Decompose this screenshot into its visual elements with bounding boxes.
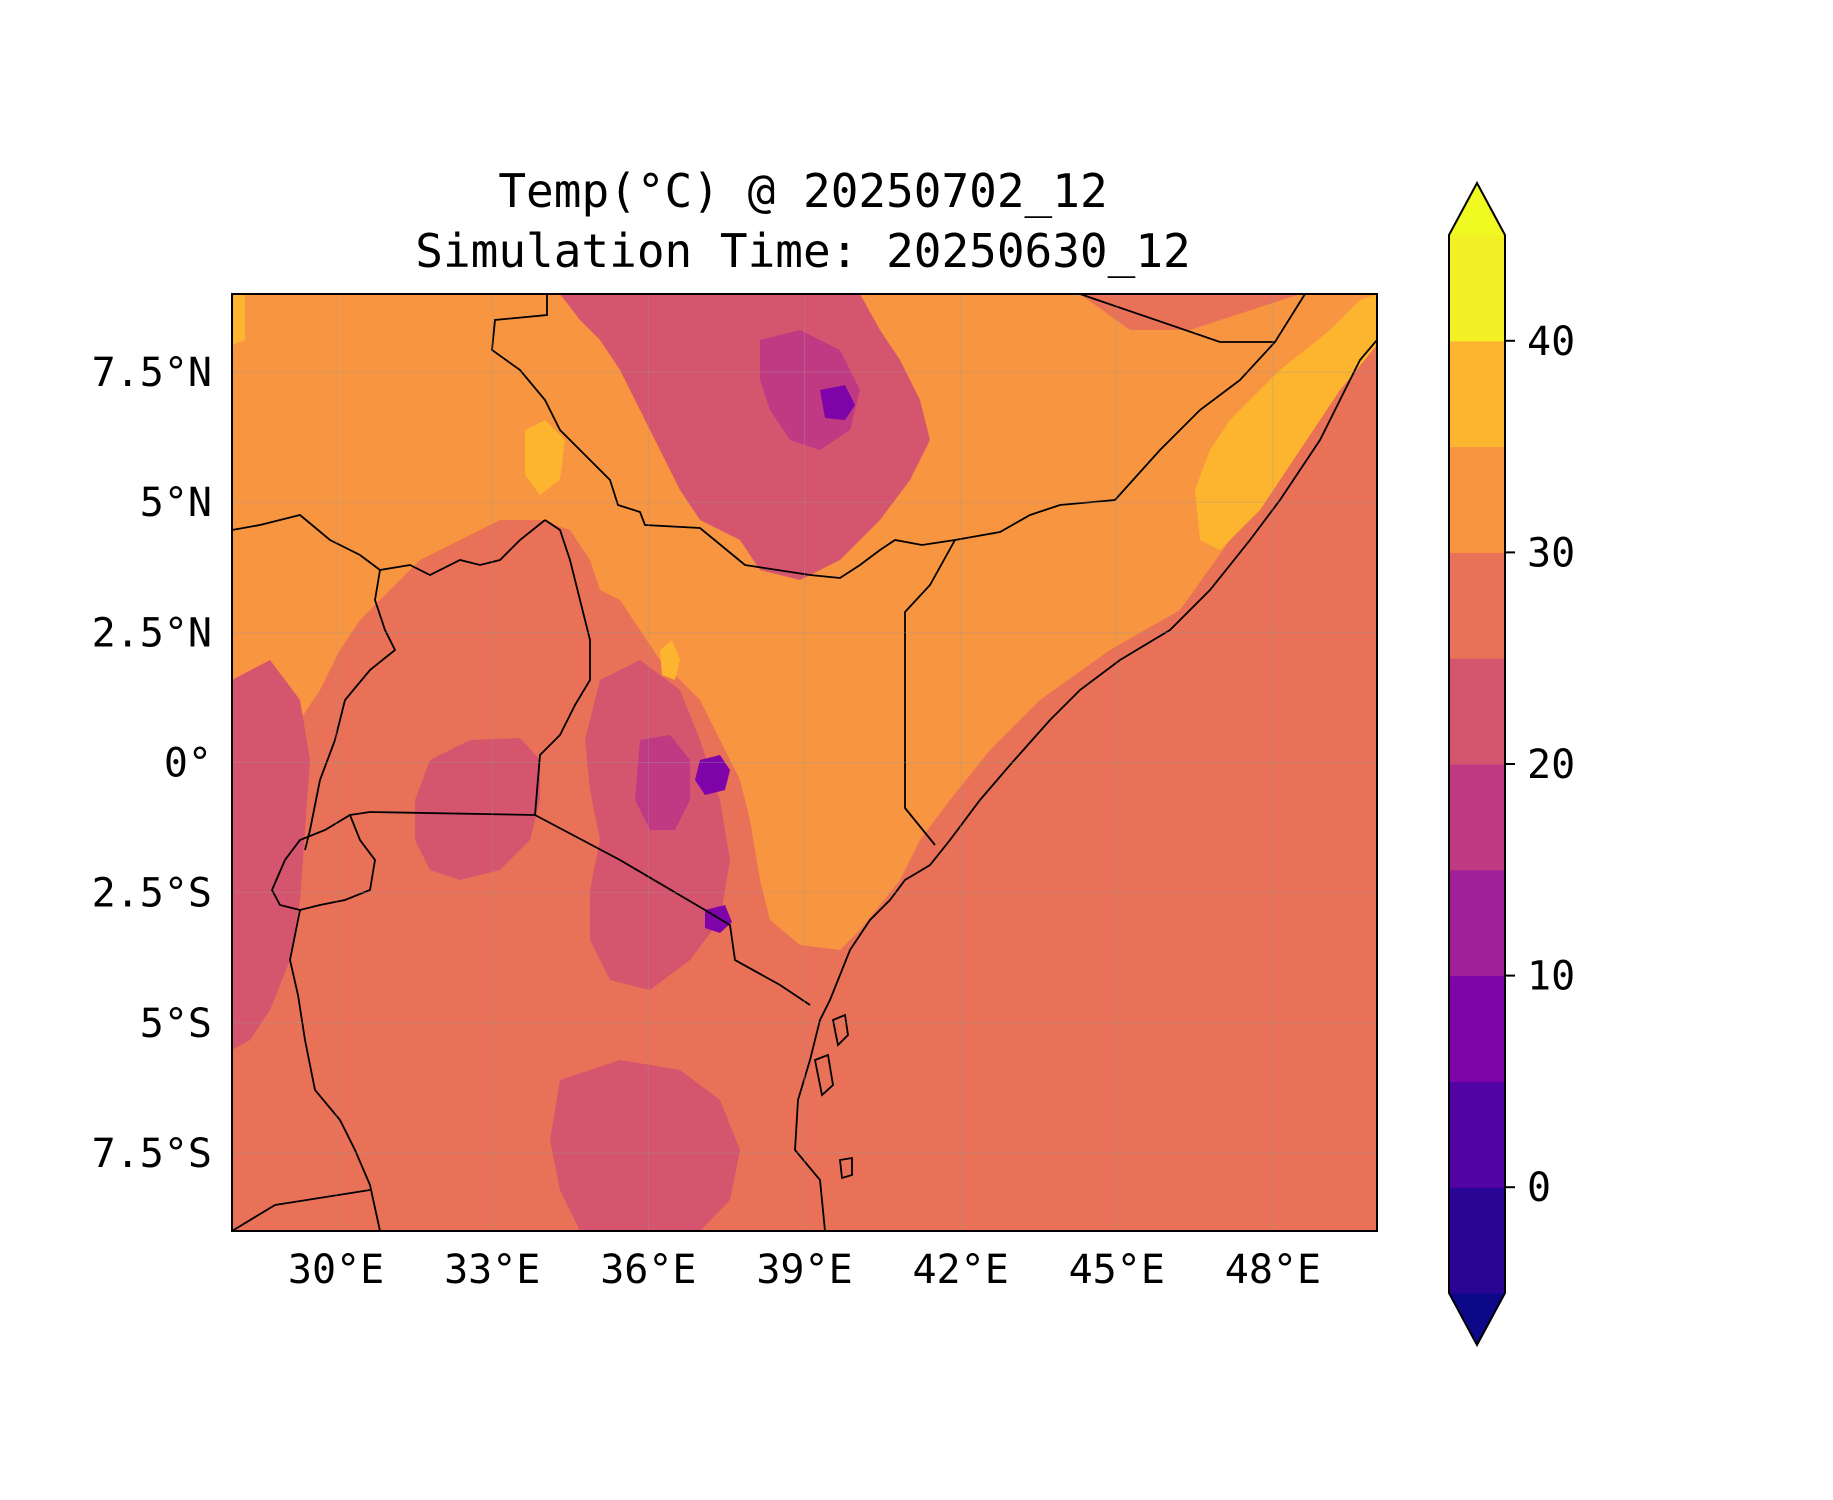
colorbar-segment (1449, 658, 1505, 765)
colorbar-segment (1449, 869, 1505, 977)
x-tick-label: 33°E (444, 1247, 540, 1293)
contour-10-15-mt-kenya (695, 755, 730, 795)
border-ethiopia-somalia (1114, 294, 1306, 501)
map-frame (231, 293, 1378, 1232)
contour-20-25-tanzania-south (550, 1060, 740, 1231)
border-drc-south (232, 1204, 276, 1231)
contour-20-25-lake-victoria (415, 738, 540, 880)
island-mafia (839, 1156, 853, 1180)
colorbar-segment (1449, 975, 1505, 1082)
country-borders (232, 294, 1377, 1231)
x-tick-label: 36°E (600, 1247, 696, 1293)
border-kenya-somalia (904, 539, 956, 846)
y-tick-label: 2.5°N (92, 610, 212, 656)
colorbar-tick-label: 10 (1527, 954, 1575, 1000)
y-tick-label: 0° (164, 741, 212, 787)
contour-20-25-rift-west (232, 660, 310, 1050)
colorbar-extend-max (1449, 183, 1505, 235)
island-pemba (831, 1013, 849, 1047)
contour-35-40-sudan (525, 420, 565, 495)
contour-35-40-kenya-north (660, 640, 680, 680)
y-tick-label: 5°N (140, 480, 212, 526)
y-axis-ticks: 7.5°N 5°N 2.5°N 0° 2.5°S 5°S 7.5°S (92, 350, 212, 1177)
border-uganda-kenya (534, 519, 591, 816)
colorbar-segment (1449, 340, 1505, 448)
x-tick-label: 39°E (756, 1247, 852, 1293)
x-axis-ticks: 30°E 33°E 36°E 39°E 42°E 45°E 48°E (288, 1247, 1321, 1293)
colorbar-tick-label: 0 (1527, 1165, 1551, 1211)
colorbar-segment (1449, 1081, 1505, 1188)
x-tick-label: 48°E (1225, 1247, 1321, 1293)
border-tanzania-north (349, 811, 811, 1006)
y-tick-label: 5°S (140, 1001, 212, 1047)
x-tick-label: 30°E (288, 1247, 384, 1293)
border-tanzania-west (289, 909, 381, 1231)
colorbar-tick-label: 40 (1527, 319, 1575, 365)
map-title-line-2: Simulation Time: 20250630_12 (415, 224, 1190, 278)
x-tick-label: 45°E (1069, 1247, 1165, 1293)
colorbar-segment (1449, 552, 1505, 659)
border-uganda-drc (304, 569, 397, 851)
border-ethiopia-north (1079, 294, 1275, 343)
map-gridlines (232, 294, 1377, 1231)
island-zanzibar (813, 1053, 834, 1097)
border-tanzania-southwest (274, 1189, 371, 1206)
x-tick-label: 42°E (912, 1247, 1008, 1293)
colorbar (1448, 180, 1506, 1348)
y-tick-label: 2.5°S (92, 871, 212, 917)
colorbar-extend-min (1449, 1293, 1505, 1345)
colorbar-segment (1449, 1187, 1505, 1294)
colorbar-tick-label: 30 (1527, 530, 1575, 576)
contour-15-20-kenya (635, 735, 690, 830)
contour-35-40-west-edge (232, 294, 245, 345)
contour-10-15-ethiopia (820, 385, 855, 420)
y-tick-label: 7.5°N (92, 350, 212, 396)
coastline-east-africa (794, 339, 1377, 1231)
contour-15-20-ethiopia (760, 330, 860, 450)
colorbar-segment (1449, 235, 1505, 342)
colorbar-tick-label: 20 (1527, 742, 1575, 788)
colorbar-outline (1448, 180, 1506, 1348)
colorbar-segment (1449, 446, 1505, 553)
border-south-sudan-uganda (232, 514, 546, 577)
colorbar-ticks: 0 10 20 30 40 (1505, 319, 1575, 1211)
contour-30-35-northwest (232, 294, 1377, 950)
y-tick-label: 7.5°S (92, 1131, 212, 1177)
map-title-line-1: Temp(°C) @ 20250702_12 (498, 164, 1107, 218)
map-panel (232, 294, 1377, 1231)
border-kenya-ethiopia (954, 499, 1116, 541)
border-south-sudan-east (491, 294, 956, 579)
colorbar-segment (1449, 764, 1505, 871)
contour-35-40-somalia-coast (1195, 294, 1377, 550)
